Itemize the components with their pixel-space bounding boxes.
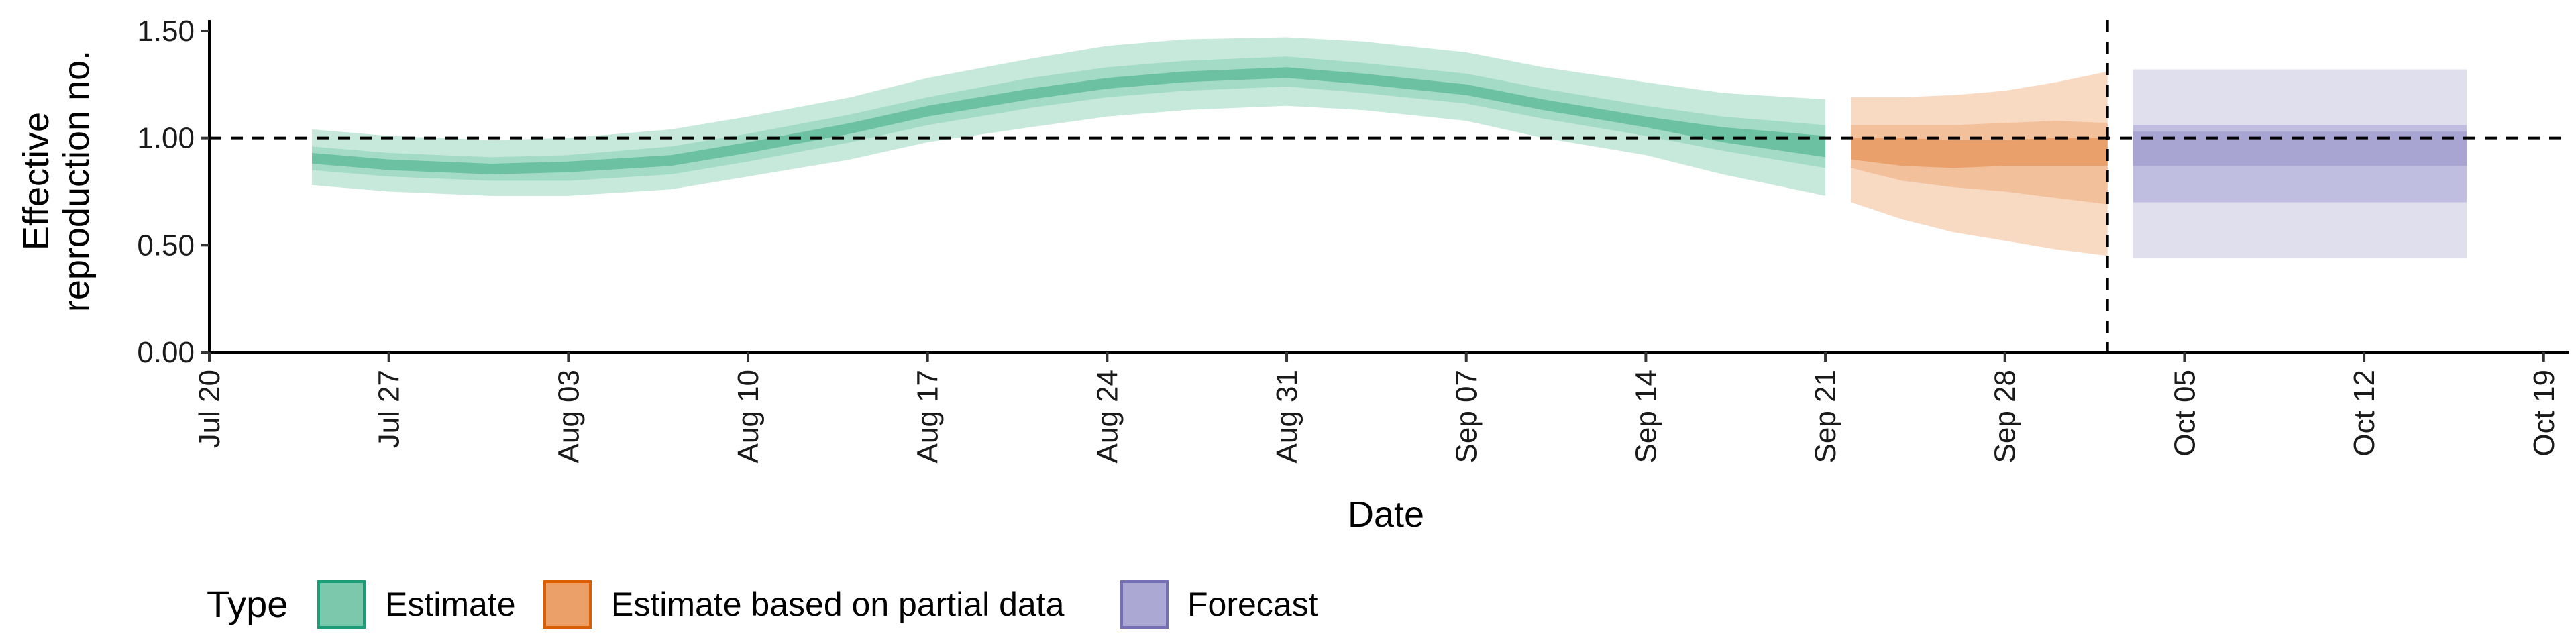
- x-tick-label: Sep 21: [1809, 370, 1842, 463]
- estimate-band-inner: [312, 67, 1826, 174]
- legend-item-partial: Estimate based on partial data: [543, 580, 1065, 629]
- x-tick-label: Aug 31: [1271, 370, 1303, 463]
- forecast-band-inner: [2133, 131, 2467, 166]
- x-tick-label: Sep 28: [1989, 370, 2022, 463]
- x-tick-label: Oct 12: [2348, 370, 2381, 457]
- y-tick-label: 1.50: [137, 15, 195, 48]
- legend-swatch-partial: [543, 580, 592, 629]
- y-tick-label: 0.00: [137, 336, 195, 369]
- x-tick-label: Sep 14: [1629, 370, 1662, 463]
- x-tick-label: Oct 05: [2168, 370, 2201, 457]
- x-tick-label: Jul 20: [193, 370, 226, 448]
- legend-label-forecast: Forecast: [1187, 586, 1318, 623]
- legend: Type Estimate Estimate based on partial …: [207, 580, 1318, 629]
- x-tick-label: Sep 07: [1450, 370, 1483, 463]
- x-tick-label: Jul 27: [373, 370, 406, 448]
- legend-item-forecast: Forecast: [1120, 580, 1318, 629]
- x-tick-label: Aug 17: [912, 370, 945, 463]
- x-axis-title: Date: [1348, 494, 1424, 535]
- legend-label-partial: Estimate based on partial data: [611, 586, 1065, 623]
- x-tick-label: Aug 03: [552, 370, 585, 463]
- band-layer: [312, 37, 2467, 258]
- y-tick-label: 0.50: [137, 229, 195, 262]
- y-tick-label: 1.00: [137, 122, 195, 155]
- estimate-based-on-partial-data-band-inner: [1851, 138, 2108, 168]
- legend-title: Type: [207, 583, 288, 625]
- y-tick-group: 0.00 0.50 1.00 1.50: [137, 15, 209, 369]
- legend-swatch-forecast: [1120, 580, 1169, 629]
- legend-label-estimate: Estimate: [385, 586, 516, 623]
- legend-item-estimate: Estimate: [317, 580, 516, 629]
- legend-swatch-estimate: [317, 580, 366, 629]
- x-tick-label: Aug 24: [1091, 370, 1124, 463]
- x-tick-label: Aug 10: [732, 370, 765, 463]
- y-axis-title-line-2: reproduction no.: [56, 50, 97, 312]
- y-axis-title-line-1: Effective: [16, 112, 56, 250]
- x-tick-label: Oct 19: [2528, 370, 2561, 457]
- x-tick-group: Jul 20 Jul 27 Aug 03 Aug 10 Aug 17 Aug 24 Aug …: [193, 352, 2561, 463]
